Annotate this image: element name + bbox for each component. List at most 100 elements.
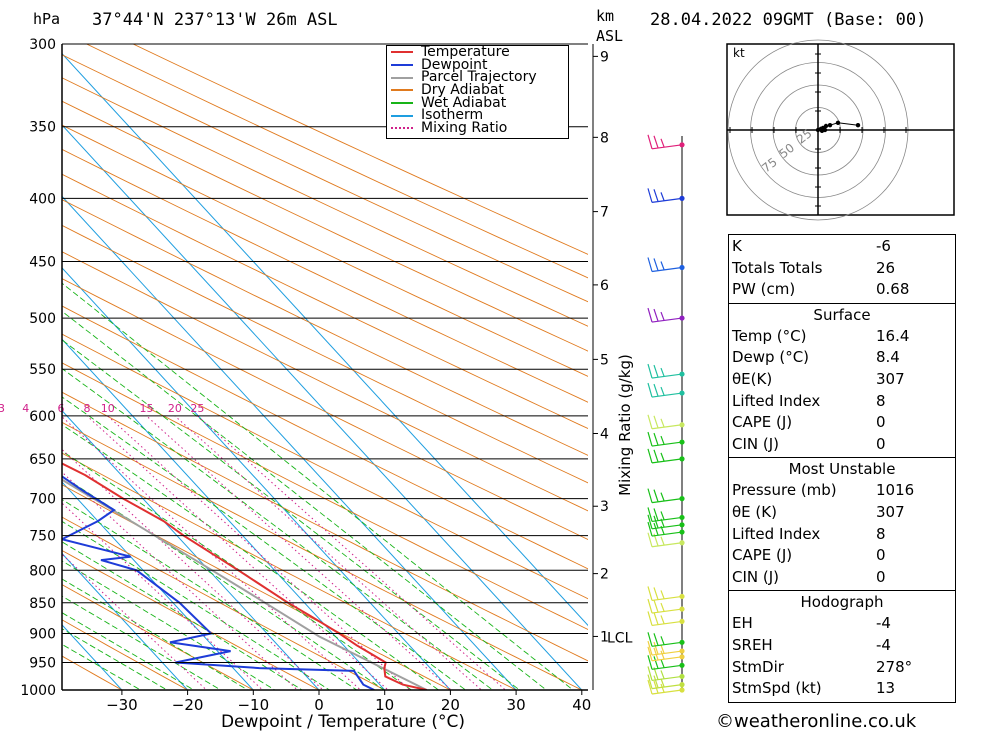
wind-barb [647, 674, 683, 690]
dry-adiabat-line [62, 124, 588, 377]
general-indices: K -6 Totals Totals 26 PW (cm) 0.68 [729, 235, 955, 304]
dry-adiabat-line [132, 44, 588, 255]
hodograph-point [835, 120, 841, 126]
mixing-ratio-label: 6 [58, 402, 65, 415]
index-label: Lifted Index [732, 524, 821, 543]
legend-item: Mixing Ratio [387, 121, 568, 135]
wind-barb [647, 514, 683, 530]
wind-barb [647, 257, 683, 273]
mixing-ratio-axis-label: Mixing Ratio (g/kg) [616, 354, 634, 496]
legend-swatch [391, 114, 413, 117]
wet-adiabat-line [62, 450, 413, 690]
dry-adiabat-line [62, 173, 588, 430]
mixing-ratio-line [62, 448, 324, 690]
index-row: CIN (J) 0 [729, 434, 955, 456]
index-label: CIN (J) [732, 434, 780, 453]
isotherm-line [62, 624, 123, 690]
mixing-ratio-label: 3 [0, 402, 5, 415]
temp-tick-label: −30 [106, 696, 138, 714]
legend-swatch [391, 127, 413, 130]
height-tick-label: 5 [600, 352, 609, 368]
index-row: SREH -4 [729, 635, 955, 657]
index-label: Temp (°C) [732, 326, 807, 345]
credit-text[interactable]: ©weatheronline.co.uk [716, 711, 917, 732]
pressure-tick-label: 600 [29, 409, 56, 425]
unstable-title: Most Unstable [788, 460, 896, 479]
legend-label: Dewpoint [421, 56, 488, 73]
index-row: K -6 [729, 236, 955, 258]
legend-swatch [391, 102, 413, 105]
mixing-ratio-line [62, 416, 362, 690]
dry-adiabat-line [62, 278, 588, 541]
dry-adiabat-line [62, 333, 588, 600]
index-row: StmDir 278° [729, 657, 955, 679]
isotherm-line [62, 124, 583, 690]
index-label: Lifted Index [732, 391, 821, 410]
pressure-tick-label: 550 [29, 362, 56, 378]
legend-label: Wet Adiabat [421, 94, 507, 111]
wind-barb [647, 521, 683, 537]
index-row: EH -4 [729, 613, 955, 635]
dry-adiabat-line [62, 199, 588, 456]
mixing-ratio-line [62, 553, 208, 690]
isotherm-line [62, 52, 588, 627]
wet-adiabat-line [62, 367, 494, 690]
wet-adiabat-line [62, 339, 521, 690]
dry-adiabat-line [62, 251, 588, 512]
pressure-tick-label: 950 [29, 655, 56, 671]
isotherm-line [62, 338, 386, 690]
wet-adiabat-line [62, 643, 142, 690]
surface-indices: Surface Temp (°C) 16.4 Dewp (°C) 8.4 θE(K) 30… [729, 304, 955, 459]
pressure-tick-label: 1000 [20, 683, 56, 699]
indices-table: K -6 Totals Totals 26 PW (cm) 0.68 Surface Te… [728, 234, 956, 703]
wind-barb [647, 666, 683, 682]
surface-title: Surface [813, 305, 871, 324]
dry-adiabat-line [62, 224, 588, 484]
height-tick-label: 8 [600, 130, 609, 146]
dry-adiabat-line [62, 421, 583, 690]
mixing-ratio-line [86, 415, 389, 690]
wet-adiabat-line [62, 310, 548, 690]
index-row: Lifted Index 8 [729, 524, 955, 546]
index-value: 0.68 [876, 280, 910, 299]
index-value: -4 [876, 635, 891, 654]
index-row: CIN (J) 0 [729, 567, 955, 589]
hodograph-indices: Hodograph EH -4 SREH -4 StmDir 278° StmSpd (kt… [729, 591, 955, 703]
index-value: 13 [876, 679, 896, 698]
mixing-ratio-label: 15 [139, 402, 153, 415]
index-row: PW (cm) 0.68 [729, 279, 955, 301]
legend-item: Isotherm [387, 109, 568, 122]
index-value: 8 [876, 524, 886, 543]
index-value: 8.4 [876, 348, 900, 367]
index-label: EH [732, 614, 753, 633]
legend: Temperature Dewpoint Parcel Trajectory Dry … [386, 45, 569, 139]
dry-adiabat-line [62, 619, 189, 690]
height-tick-label: 6 [600, 278, 609, 294]
temp-tick-label: −10 [237, 696, 269, 714]
temp-tick-label: −20 [172, 696, 204, 714]
pressure-tick-label: 350 [29, 120, 56, 136]
dry-adiabat-line [62, 655, 123, 690]
mixing-ratio-label: 25 [190, 402, 204, 415]
wind-barb [647, 414, 683, 430]
wind-barb [647, 598, 683, 614]
index-value: 278° [876, 657, 913, 676]
parcel-trajectory-line [62, 478, 428, 690]
pressure-tick-label: 450 [29, 255, 56, 271]
index-label: K [732, 237, 742, 255]
index-label: CIN (J) [732, 567, 780, 586]
wind-barb [647, 507, 683, 523]
wet-adiabat-line [62, 475, 385, 690]
temperature-line [62, 462, 427, 690]
hodograph-point [827, 123, 833, 128]
dry-adiabat-line [62, 391, 588, 662]
index-label: θE (K) [732, 502, 777, 521]
height-unit-km: km [596, 7, 615, 25]
mixing-ratio-line [62, 471, 299, 690]
index-value: 0 [876, 434, 886, 453]
dry-adiabat-line [62, 77, 588, 327]
wet-adiabat-line [62, 282, 574, 690]
x-axis-label: Dewpoint / Temperature (°C) [221, 712, 465, 732]
lcl-label: LCL [607, 630, 633, 646]
height-tick-label: 7 [600, 205, 609, 221]
